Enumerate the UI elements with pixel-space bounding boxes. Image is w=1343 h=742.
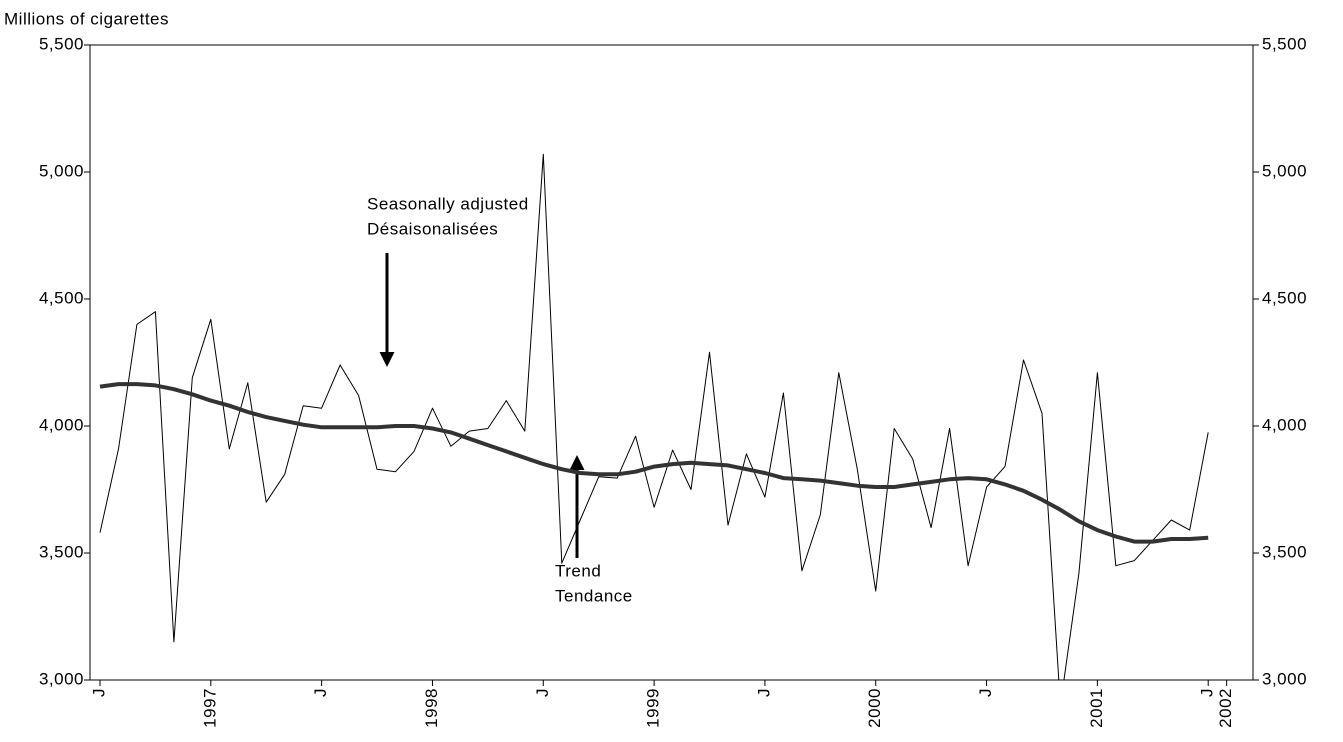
x-tick-label: J bbox=[533, 688, 552, 697]
x-tick-label: 2001 bbox=[1087, 688, 1106, 728]
x-tick-label: 2002 bbox=[1216, 688, 1235, 728]
x-tick-label: 2000 bbox=[865, 688, 884, 728]
y2-tick-label: 3,000 bbox=[1262, 669, 1307, 688]
y-tick-label: 3,000 bbox=[39, 669, 84, 688]
annotation: Seasonally adjusted bbox=[367, 194, 529, 213]
y2-tick-label: 3,500 bbox=[1262, 542, 1307, 561]
series-line bbox=[99, 153, 1209, 680]
annotation: Tendance bbox=[555, 586, 633, 605]
y2-tick-label: 4,500 bbox=[1262, 288, 1307, 307]
annotation: Trend bbox=[555, 561, 601, 580]
annotation: Désaisonalisées bbox=[367, 219, 498, 238]
y-tick-label: 4,000 bbox=[39, 415, 84, 434]
y-tick-label: 5,500 bbox=[39, 34, 84, 53]
x-tick-label: J bbox=[1198, 688, 1217, 697]
x-tick-label: J bbox=[311, 688, 330, 697]
plot-frame bbox=[89, 44, 1254, 681]
x-tick-label: J bbox=[976, 688, 995, 697]
x-tick-label: 1999 bbox=[644, 688, 663, 728]
x-tick-label: J bbox=[754, 688, 773, 697]
y-tick-label: 3,500 bbox=[39, 542, 84, 561]
x-tick-label: J bbox=[89, 688, 108, 697]
x-tick-label: 1998 bbox=[422, 688, 441, 728]
y-tick-label: 4,500 bbox=[39, 288, 84, 307]
y2-tick-label: 5,000 bbox=[1262, 161, 1307, 180]
series-line bbox=[99, 382, 1209, 544]
y2-tick-label: 4,000 bbox=[1262, 415, 1307, 434]
y2-tick-label: 5,500 bbox=[1262, 34, 1307, 53]
y-tick-label: 5,000 bbox=[39, 161, 84, 180]
x-tick-label: 1997 bbox=[200, 688, 219, 728]
plot-area bbox=[99, 153, 1209, 680]
y-axis-label: Millions of cigarettes bbox=[4, 9, 169, 28]
